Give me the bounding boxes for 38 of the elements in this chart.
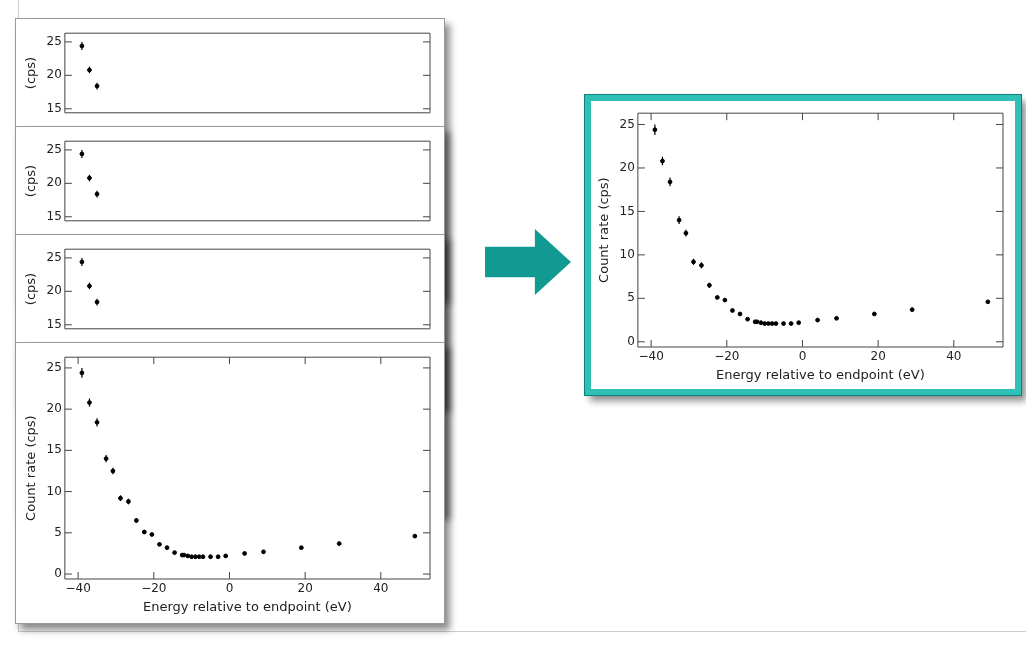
x-tick-label: −20: [141, 581, 167, 596]
y-tick-label: 25: [619, 116, 635, 131]
x-axis-title: Energy relative to endpoint (eV): [143, 598, 352, 614]
y-tick-label: 25: [46, 142, 62, 157]
y-axis-title: Count rate (cps): [596, 177, 612, 283]
y-axis-title: (cps): [23, 272, 39, 306]
y-tick-label: 15: [46, 442, 62, 457]
x-tick-label: −40: [638, 349, 664, 364]
y-axis-title: (cps): [23, 164, 39, 198]
x-tick-label: 40: [946, 349, 962, 364]
y-tick-label: 10: [619, 247, 635, 261]
x-tick-label: 0: [798, 349, 807, 364]
y-tick-label: 20: [46, 283, 62, 298]
y-tick-label: 20: [46, 401, 62, 416]
x-tick-label: 20: [870, 349, 886, 364]
x-tick-label: 20: [297, 581, 313, 596]
x-tick-label: 0: [225, 581, 234, 596]
y-tick-label: 15: [619, 203, 635, 218]
y-axis-title: Count rate (cps): [23, 415, 39, 521]
y-tick-label: 15: [46, 316, 62, 331]
y-tick-label: 0: [627, 333, 635, 348]
x-tick-label: −20: [714, 349, 740, 364]
y-tick-label: 25: [46, 360, 62, 375]
y-tick-label: 15: [46, 208, 62, 223]
x-tick-label: 40: [373, 581, 389, 596]
y-axis-title: (cps): [23, 56, 39, 90]
y-tick-label: 5: [627, 290, 635, 305]
y-tick-label: 20: [46, 67, 62, 82]
y-tick-label: 25: [46, 34, 62, 49]
x-axis-title: Energy relative to endpoint (eV): [716, 366, 925, 382]
x-tick-label: −40: [65, 581, 91, 596]
y-tick-label: 20: [619, 160, 635, 175]
y-tick-label: 10: [46, 483, 62, 498]
y-tick-label: 25: [46, 250, 62, 265]
y-tick-label: 20: [46, 175, 62, 190]
y-tick-label: 0: [54, 566, 62, 581]
y-tick-label: 5: [54, 524, 62, 539]
y-tick-label: 15: [46, 100, 62, 115]
